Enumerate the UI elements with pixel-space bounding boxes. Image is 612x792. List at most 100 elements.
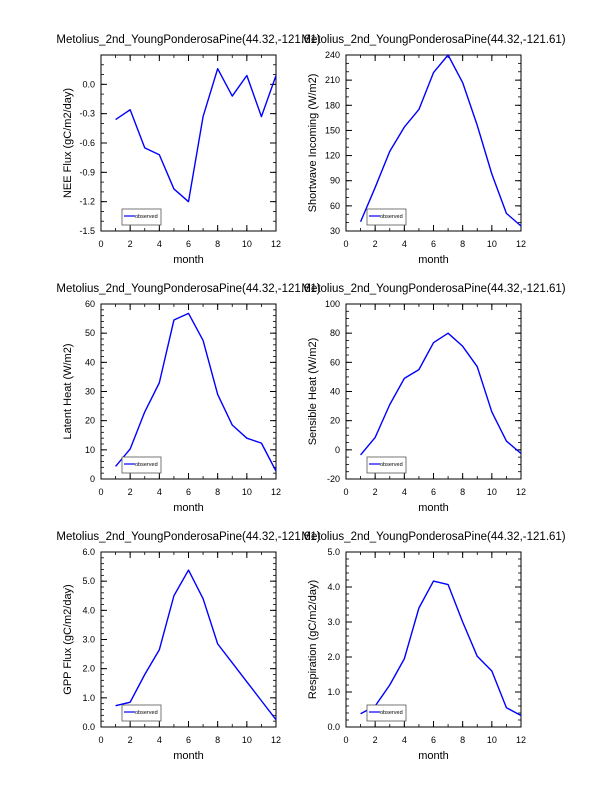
x-tick-label: 8 [215,487,220,497]
legend-box [366,704,407,722]
x-tick-label: 6 [431,487,436,497]
y-tick-label: 0 [90,474,95,484]
chart-panel-2: Metolius_2nd_YoungPonderosaPine(44.32,-1… [301,34,565,266]
chart-title: Metolius_2nd_YoungPonderosaPine(44.32,-1… [56,531,320,543]
x-tick-label: 0 [98,735,103,745]
x-axis-label: month [418,502,449,514]
y-tick-label: 1.0 [327,687,340,697]
y-tick-label: 150 [325,125,340,135]
chart-panel-3: Metolius_2nd_YoungPonderosaPine(44.32,-1… [56,283,320,514]
y-tick-label: 0 [335,445,340,455]
minor-ticks [100,54,277,232]
x-tick-label: 6 [186,735,191,745]
y-tick-label: 60 [330,357,340,367]
y-tick-label: 60 [85,299,95,309]
x-tick-label: 10 [242,487,252,497]
major-ticks [345,303,522,480]
x-tick-label: 4 [402,735,407,745]
legend-label: observed [135,214,158,220]
legend-label: observed [380,214,403,220]
x-tick-label: 4 [157,735,162,745]
x-tick-label: 10 [487,735,497,745]
y-tick-label: 2.0 [82,664,95,674]
x-axis-label: month [418,254,449,266]
legend: observed [366,456,407,474]
major-ticks [100,55,277,232]
series-line-observed [115,67,277,203]
x-tick-label: 12 [271,239,281,249]
x-tick-label: 6 [431,239,436,249]
plot-frame [100,303,277,480]
x-tick-label: 8 [460,487,465,497]
minor-ticks [345,303,522,480]
y-tick-label: 0.0 [327,722,340,732]
y-tick-label: 40 [85,357,95,367]
x-tick-label: 0 [98,487,103,497]
chart-title: Metolius_2nd_YoungPonderosaPine(44.32,-1… [301,531,565,543]
x-tick-label: 12 [271,735,281,745]
y-tick-label: 80 [330,328,340,338]
x-tick-label: 2 [373,487,378,497]
chart-panel-4: Metolius_2nd_YoungPonderosaPine(44.32,-1… [301,283,565,514]
legend-box [121,704,162,722]
y-tick-label: 4.0 [82,605,95,615]
legend: observed [366,704,407,722]
y-tick-label: -1.5 [79,226,95,236]
y-tick-label: 180 [325,100,340,110]
y-tick-label: 3.0 [327,617,340,627]
x-tick-label: 8 [460,239,465,249]
legend-box [366,208,407,226]
minor-ticks [100,551,277,728]
major-ticks [100,551,277,728]
legend-box [121,456,162,474]
legend: observed [121,704,162,722]
y-tick-label: -0.6 [79,138,95,148]
x-tick-label: 10 [487,239,497,249]
chart-panel-5: Metolius_2nd_YoungPonderosaPine(44.32,-1… [56,531,320,762]
x-tick-label: 2 [128,735,133,745]
chart-title: Metolius_2nd_YoungPonderosaPine(44.32,-1… [301,283,565,295]
x-tick-label: 12 [516,239,526,249]
x-tick-label: 0 [343,239,348,249]
plot-frame [100,54,277,232]
x-tick-label: 0 [343,487,348,497]
minor-ticks [345,54,522,232]
x-tick-label: 8 [460,735,465,745]
x-tick-label: 6 [431,735,436,745]
y-tick-label: 1.0 [82,693,95,703]
y-tick-label: 210 [325,75,340,85]
y-tick-label: 6.0 [82,547,95,557]
y-tick-label: 100 [325,299,340,309]
x-tick-label: 10 [242,239,252,249]
x-tick-label: 2 [128,239,133,249]
y-tick-label: -0.3 [79,109,95,119]
x-tick-label: 8 [215,239,220,249]
legend-label: observed [380,462,403,468]
major-ticks [345,54,522,232]
series-line-observed [360,580,522,717]
y-axis-label: Latent Heat (W/m2) [62,344,74,440]
y-tick-label: 60 [330,201,340,211]
x-axis-label: month [418,750,449,762]
y-tick-label: 0.0 [82,722,95,732]
y-tick-label: 120 [325,151,340,161]
y-tick-label: -0.9 [79,167,95,177]
legend: observed [366,208,407,226]
y-tick-label: -1.2 [79,197,95,207]
plot-frame [345,54,522,232]
legend: observed [121,456,162,474]
y-tick-label: 20 [330,416,340,426]
series-line-observed [360,332,522,456]
y-axis-label: Shortwave Incoming (W/m2) [307,74,319,213]
x-tick-label: 2 [373,239,378,249]
plot-frame [100,551,277,728]
minor-ticks [345,551,522,728]
x-axis-label: month [173,750,204,762]
y-tick-label: 20 [85,416,95,426]
x-tick-label: 4 [157,487,162,497]
chart-title: Metolius_2nd_YoungPonderosaPine(44.32,-1… [56,34,320,46]
x-tick-label: 12 [271,487,281,497]
x-tick-label: 2 [128,487,133,497]
y-tick-label: 30 [85,387,95,397]
